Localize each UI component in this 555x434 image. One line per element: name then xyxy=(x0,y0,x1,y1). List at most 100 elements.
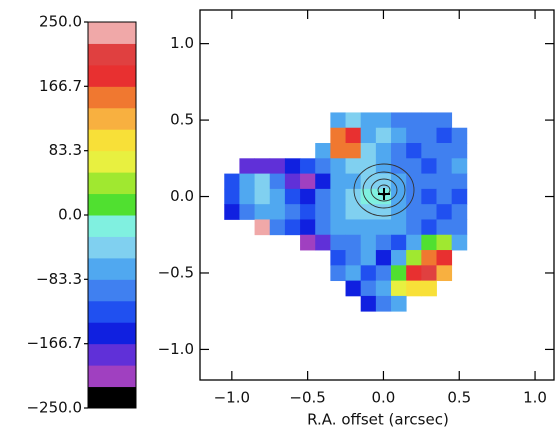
contour xyxy=(362,171,406,209)
map-cell xyxy=(406,250,422,266)
map-cell xyxy=(345,219,362,236)
x-tick-label: −0.5 xyxy=(289,389,325,407)
colorbar-band xyxy=(88,22,136,44)
map-cell xyxy=(315,188,331,205)
map-cell xyxy=(421,204,437,220)
colorbar-band xyxy=(88,322,136,345)
map-cell xyxy=(421,127,437,144)
map-cell xyxy=(421,188,437,205)
map-cell xyxy=(345,127,362,144)
map-cell xyxy=(315,143,331,159)
map-cell xyxy=(391,112,407,129)
map-cell xyxy=(391,265,407,282)
map-cell xyxy=(330,219,346,236)
map-cell xyxy=(269,173,286,190)
map-cell xyxy=(421,250,437,266)
map-cell xyxy=(421,280,437,297)
map-cell xyxy=(391,219,407,236)
map-cell xyxy=(451,204,468,220)
map-cell xyxy=(330,127,346,144)
map-cell xyxy=(284,219,301,236)
map-cell xyxy=(421,265,437,282)
map-cell xyxy=(436,158,453,174)
map-cell xyxy=(391,250,407,266)
map-cell xyxy=(406,265,422,282)
map-cell xyxy=(360,250,377,266)
map-cell xyxy=(300,173,316,190)
map-cell xyxy=(330,188,346,205)
y-tick-label: 0.5 xyxy=(170,111,194,129)
map-cell xyxy=(436,234,453,251)
map-cell xyxy=(300,158,316,174)
map-cell xyxy=(345,250,362,266)
map-cell xyxy=(315,204,331,220)
colorbar-band xyxy=(88,172,136,195)
map-cell xyxy=(315,234,331,251)
map-cell xyxy=(345,112,362,129)
map-cell xyxy=(239,173,255,190)
x-tick-label: 0.0 xyxy=(372,389,396,407)
map-cell xyxy=(330,173,346,190)
map-cell xyxy=(345,265,362,282)
map-cell xyxy=(345,280,362,297)
colorbar-tick-label: 0.0 xyxy=(58,206,82,224)
colorbar-band xyxy=(88,365,136,388)
map-cell xyxy=(360,112,377,129)
contours xyxy=(353,163,415,217)
map-cell xyxy=(360,188,377,205)
map-cell xyxy=(375,295,392,312)
map-cell xyxy=(254,158,271,174)
colorbar-tick-label: −166.7 xyxy=(26,334,82,352)
colorbar-band xyxy=(88,129,136,152)
velocity-map xyxy=(224,112,468,312)
map-cell xyxy=(391,204,407,220)
map-cell xyxy=(224,204,240,220)
map-cell xyxy=(391,295,407,312)
map-cell xyxy=(406,143,422,159)
colorbar-band xyxy=(88,257,136,280)
map-cell xyxy=(375,250,392,266)
map-cell xyxy=(330,158,346,174)
map-cell xyxy=(406,112,422,129)
map-cell xyxy=(391,188,407,205)
map-cell xyxy=(375,143,392,159)
map-cell xyxy=(284,158,301,174)
map-cell xyxy=(360,265,377,282)
colorbar-band xyxy=(88,150,136,173)
map-cell xyxy=(391,173,407,190)
map-cell xyxy=(391,234,407,251)
map-cell xyxy=(406,127,422,144)
map-cell xyxy=(345,143,362,159)
map-cell xyxy=(345,158,362,174)
map-cell xyxy=(345,234,362,251)
y-tick-label: −1.0 xyxy=(158,340,194,358)
y-tick-label: 1.0 xyxy=(170,34,194,52)
colorbar-band xyxy=(88,386,136,409)
colorbar-tick-label: −83.3 xyxy=(36,270,82,288)
map-cell xyxy=(436,250,453,266)
colorbar-tick-label: −250.0 xyxy=(26,399,82,417)
colorbar-band xyxy=(88,193,136,216)
map-cell xyxy=(391,143,407,159)
map-cell xyxy=(269,219,286,236)
map-cell xyxy=(436,173,453,190)
colorbar-band xyxy=(88,43,136,66)
map-cell xyxy=(406,234,422,251)
y-tick-label: 0.0 xyxy=(170,187,194,205)
map-cell xyxy=(375,219,392,236)
contour xyxy=(353,163,415,217)
colorbar-tick-label: 250.0 xyxy=(39,13,82,31)
map-cell xyxy=(330,234,346,251)
map-cell xyxy=(451,127,468,144)
map-cell xyxy=(360,143,377,159)
colorbar-band xyxy=(88,236,136,259)
map-cell xyxy=(345,204,362,220)
map-cell xyxy=(360,280,377,297)
map-cell xyxy=(421,173,437,190)
map-cell xyxy=(284,188,301,205)
map-cell xyxy=(254,188,271,205)
map-cell xyxy=(300,188,316,205)
x-tick-label: 0.5 xyxy=(447,389,471,407)
map-cell xyxy=(224,188,240,205)
map-cell xyxy=(391,280,407,297)
